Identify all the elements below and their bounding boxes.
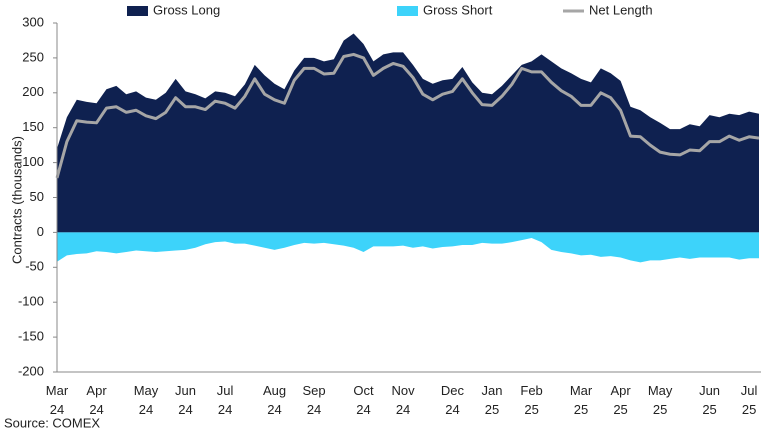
area <box>57 33 759 233</box>
x-tick-label-part: 25 <box>485 402 499 417</box>
x-tick-label-part: Sep <box>303 383 326 398</box>
x-tick-label: May 24 <box>134 383 159 417</box>
x-tick-label: Jan 25 <box>482 383 503 417</box>
x-tick-label-part: 24 <box>445 402 459 417</box>
x-tick-label-part: May <box>134 383 159 398</box>
y-tick-label: 100 <box>22 154 44 169</box>
x-tick-label: Nov 24 <box>391 383 415 417</box>
x-tick-label-part: 25 <box>702 402 716 417</box>
x-tick-label: Oct 24 <box>353 383 374 417</box>
x-tick-label-part: Jul <box>217 383 234 398</box>
x-tick-label-part: 24 <box>396 402 410 417</box>
x-tick-label-part: 25 <box>524 402 538 417</box>
x-tick-label-part: Jan <box>482 383 503 398</box>
x-tick-label-part: 25 <box>574 402 588 417</box>
x-tick-label-part: Dec <box>441 383 465 398</box>
x-tick-label: Apr 25 <box>610 383 631 417</box>
x-tick-label-part: Jul <box>741 383 758 398</box>
x-tick-label-part: Mar <box>570 383 593 398</box>
x-tick-label-part: 25 <box>742 402 756 417</box>
x-tick-label-part: 24 <box>139 402 153 417</box>
x-tick-label: Jun 24 <box>175 383 196 417</box>
legend-swatch <box>127 6 148 16</box>
y-tick-label: 50 <box>30 189 44 204</box>
x-tick-label-part: 24 <box>218 402 232 417</box>
y-tick-label: 200 <box>22 84 44 99</box>
x-tick-label: Mar 24 <box>46 383 69 417</box>
y-tick-label: 0 <box>37 224 44 239</box>
x-tick-label: Jun 25 <box>699 383 720 417</box>
source: Source: COMEX <box>4 415 100 430</box>
area <box>57 232 759 263</box>
x-tick-label: Jul 25 <box>741 383 758 417</box>
x-tick-label-part: 25 <box>613 402 627 417</box>
x-tick-label: Aug 24 <box>263 383 286 417</box>
y-tick-label: -100 <box>18 294 44 309</box>
x-tick-label: Jul 24 <box>217 383 234 417</box>
legend-label: Gross Short <box>423 2 493 17</box>
y-tick-label: 300 <box>22 14 44 29</box>
x-tick-label-part: Apr <box>86 383 107 398</box>
y-axis-label: Contracts (thousands) <box>9 136 24 264</box>
x-tick-label: Mar 25 <box>570 383 593 417</box>
x-tick-label-part: 24 <box>267 402 281 417</box>
x-tick-label-part: 24 <box>356 402 370 417</box>
x-tick-label-part: Mar <box>46 383 69 398</box>
legend-label: Gross Long <box>153 2 220 17</box>
y-tick-label: -50 <box>25 259 44 274</box>
x-tick-label-part: Feb <box>520 383 542 398</box>
x-tick-label-part: Aug <box>263 383 286 398</box>
y-tick-label: -200 <box>18 363 44 378</box>
x-tick-label: Feb 25 <box>520 383 542 417</box>
x-tick-label-part: Apr <box>610 383 631 398</box>
x-tick-label-part: 24 <box>89 402 103 417</box>
x-tick-label: Dec 24 <box>441 383 465 417</box>
x-tick-label-part: 24 <box>178 402 192 417</box>
x-tick-label-part: Nov <box>391 383 415 398</box>
x-tick-label-part: 25 <box>653 402 667 417</box>
x-tick-label-part: 24 <box>50 402 64 417</box>
x-tick-label: May 25 <box>648 383 673 417</box>
x-tick-label-part: Jun <box>175 383 196 398</box>
x-tick-label-part: Oct <box>353 383 374 398</box>
x-tick-label-part: May <box>648 383 673 398</box>
y-tick-label: -150 <box>18 329 44 344</box>
legend-label: Net Length <box>589 2 653 17</box>
x-tick-label: Sep 24 <box>303 383 326 417</box>
y-tick-label: 250 <box>22 49 44 64</box>
x-tick-label: Apr 24 <box>86 383 107 417</box>
line <box>55 52 760 179</box>
legend-swatch <box>397 6 418 16</box>
y-tick-label: 150 <box>22 119 44 134</box>
x-tick-label-part: Jun <box>699 383 720 398</box>
x-tick-label-part: 24 <box>307 402 321 417</box>
